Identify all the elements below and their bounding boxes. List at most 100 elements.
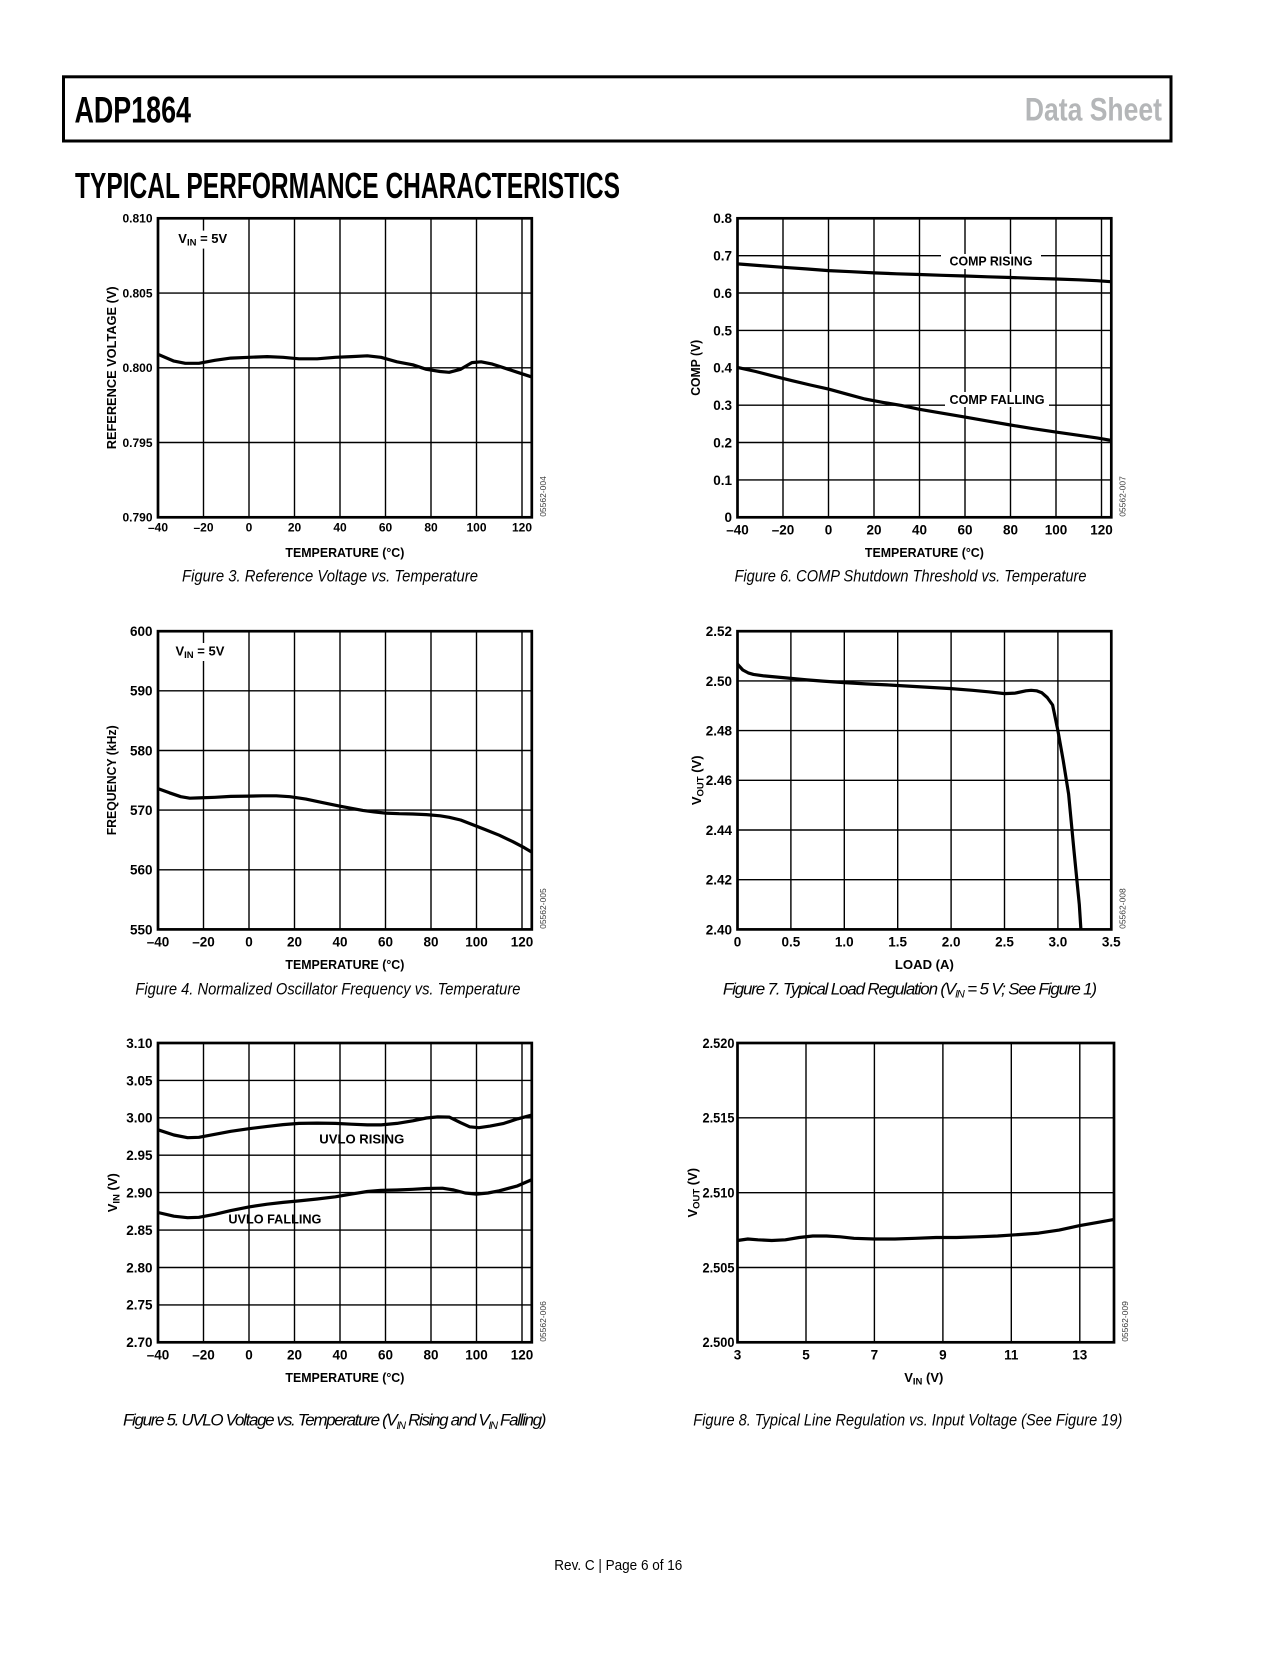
svg-text:REFERENCE VOLTAGE (V): REFERENCE VOLTAGE (V)	[104, 286, 119, 449]
svg-text:550: 550	[130, 922, 153, 937]
svg-text:LOAD (A): LOAD (A)	[895, 957, 954, 972]
svg-text:2.70: 2.70	[126, 1335, 152, 1350]
svg-text:05562-007: 05562-007	[1118, 476, 1128, 517]
svg-text:ADP1864: ADP1864	[75, 88, 192, 130]
svg-text:0.7: 0.7	[713, 249, 732, 264]
svg-text:2.40: 2.40	[706, 922, 732, 937]
svg-text:2.48: 2.48	[706, 724, 733, 739]
svg-text:570: 570	[130, 803, 153, 818]
svg-text:0.8: 0.8	[713, 211, 732, 226]
svg-text:1.0: 1.0	[835, 935, 854, 950]
svg-text:TEMPERATURE (°C): TEMPERATURE (°C)	[285, 1370, 404, 1385]
svg-text:60: 60	[957, 523, 972, 538]
svg-text:–20: –20	[192, 1348, 215, 1363]
svg-text:0: 0	[245, 1348, 253, 1363]
svg-text:80: 80	[423, 1348, 438, 1363]
svg-text:0: 0	[724, 510, 732, 525]
svg-text:05562-008: 05562-008	[1118, 888, 1128, 929]
svg-text:VIN = 5V: VIN = 5V	[178, 231, 227, 249]
svg-text:2.42: 2.42	[706, 873, 732, 888]
svg-text:80: 80	[423, 935, 438, 950]
svg-text:TEMPERATURE (°C): TEMPERATURE (°C)	[285, 545, 404, 560]
svg-text:0: 0	[825, 523, 833, 538]
svg-text:2.515: 2.515	[703, 1111, 735, 1126]
svg-text:40: 40	[332, 935, 347, 950]
svg-text:11: 11	[1004, 1348, 1019, 1363]
svg-text:80: 80	[424, 521, 438, 535]
svg-text:3.00: 3.00	[126, 1111, 152, 1126]
svg-text:0.810: 0.810	[122, 212, 152, 226]
svg-text:40: 40	[912, 523, 927, 538]
svg-text:Figure 4. Normalized Oscillato: Figure 4. Normalized Oscillator Frequenc…	[135, 980, 520, 999]
svg-text:FREQUENCY (kHz): FREQUENCY (kHz)	[104, 725, 119, 835]
svg-text:7: 7	[871, 1348, 879, 1363]
svg-text:–20: –20	[192, 935, 215, 950]
svg-text:9: 9	[939, 1348, 947, 1363]
svg-text:–40: –40	[148, 521, 168, 535]
svg-text:–20: –20	[193, 521, 213, 535]
svg-text:3.0: 3.0	[1049, 935, 1068, 950]
svg-text:–20: –20	[772, 523, 795, 538]
svg-text:120: 120	[1090, 523, 1113, 538]
svg-text:COMP RISING: COMP RISING	[950, 253, 1033, 268]
svg-text:Figure 8. Typical Line Regulat: Figure 8. Typical Line Regulation vs. In…	[693, 1411, 1122, 1430]
svg-text:20: 20	[287, 935, 302, 950]
svg-text:Figure 6. COMP Shutdown Thresh: Figure 6. COMP Shutdown Threshold vs. Te…	[735, 567, 1087, 586]
svg-text:100: 100	[465, 935, 488, 950]
svg-text:0.795: 0.795	[122, 436, 152, 450]
svg-text:13: 13	[1072, 1348, 1088, 1363]
svg-text:0.1: 0.1	[713, 473, 732, 488]
svg-text:2.46: 2.46	[706, 773, 733, 788]
svg-text:80: 80	[1003, 523, 1018, 538]
svg-text:60: 60	[378, 935, 393, 950]
svg-text:UVLO FALLING: UVLO FALLING	[228, 1211, 321, 1226]
svg-text:3.10: 3.10	[126, 1036, 152, 1051]
svg-text:Figure 3. Reference Voltage vs: Figure 3. Reference Voltage vs. Temperat…	[182, 567, 478, 586]
svg-text:UVLO RISING: UVLO RISING	[319, 1132, 404, 1147]
svg-text:20: 20	[287, 1348, 302, 1363]
svg-text:100: 100	[466, 521, 486, 535]
svg-text:2.95: 2.95	[126, 1148, 153, 1163]
svg-text:2.90: 2.90	[126, 1186, 152, 1201]
svg-text:560: 560	[130, 863, 153, 878]
svg-text:TYPICAL PERFORMANCE CHARACTERI: TYPICAL PERFORMANCE CHARACTERISTICS	[75, 165, 620, 206]
svg-text:120: 120	[512, 521, 532, 535]
svg-text:2.0: 2.0	[942, 935, 961, 950]
svg-text:0: 0	[734, 935, 742, 950]
svg-text:3: 3	[734, 1348, 742, 1363]
svg-text:3.5: 3.5	[1102, 935, 1121, 950]
svg-text:60: 60	[378, 1348, 393, 1363]
svg-text:2.510: 2.510	[703, 1186, 735, 1201]
svg-text:2.44: 2.44	[706, 823, 733, 838]
svg-text:40: 40	[332, 1348, 347, 1363]
svg-text:40: 40	[333, 521, 347, 535]
svg-text:3.05: 3.05	[126, 1073, 153, 1088]
svg-text:2.80: 2.80	[126, 1260, 152, 1275]
svg-text:5: 5	[802, 1348, 810, 1363]
svg-text:0.800: 0.800	[122, 361, 152, 375]
svg-text:Rev. C | Page 6 of 16: Rev. C | Page 6 of 16	[554, 1558, 682, 1574]
svg-text:COMP (V): COMP (V)	[688, 340, 703, 396]
svg-text:VIN (V): VIN (V)	[105, 1173, 123, 1212]
svg-text:TEMPERATURE (°C): TEMPERATURE (°C)	[865, 545, 984, 560]
svg-text:0.2: 0.2	[713, 435, 732, 450]
svg-text:COMP FALLING: COMP FALLING	[950, 392, 1045, 407]
svg-text:0.4: 0.4	[713, 361, 732, 376]
svg-text:0.5: 0.5	[713, 323, 732, 338]
svg-text:2.505: 2.505	[703, 1260, 735, 1275]
svg-text:0.805: 0.805	[122, 286, 152, 300]
svg-text:2.75: 2.75	[126, 1298, 153, 1313]
svg-text:120: 120	[511, 935, 534, 950]
svg-text:–40: –40	[147, 1348, 170, 1363]
svg-text:Figure 7. Typical Load Regulat: Figure 7. Typical Load Regulation (VIN =…	[723, 980, 1097, 1001]
svg-text:0.3: 0.3	[713, 398, 732, 413]
svg-text:2.500: 2.500	[703, 1335, 735, 1350]
svg-text:2.5: 2.5	[995, 935, 1014, 950]
svg-text:100: 100	[465, 1348, 488, 1363]
svg-text:60: 60	[379, 521, 393, 535]
svg-text:2.520: 2.520	[703, 1036, 735, 1051]
svg-text:20: 20	[866, 523, 881, 538]
svg-text:Data Sheet: Data Sheet	[1025, 92, 1162, 128]
svg-text:–40: –40	[726, 523, 749, 538]
svg-text:590: 590	[130, 684, 153, 699]
